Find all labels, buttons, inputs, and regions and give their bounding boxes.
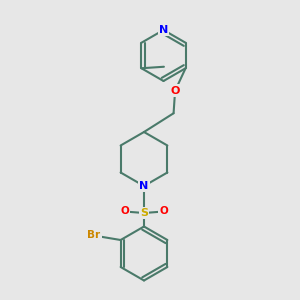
- Text: O: O: [170, 86, 180, 96]
- Text: O: O: [159, 206, 168, 217]
- Text: Br: Br: [87, 230, 100, 241]
- Text: O: O: [120, 206, 129, 217]
- Text: N: N: [159, 25, 168, 35]
- Text: N: N: [140, 181, 148, 191]
- Text: S: S: [140, 208, 148, 218]
